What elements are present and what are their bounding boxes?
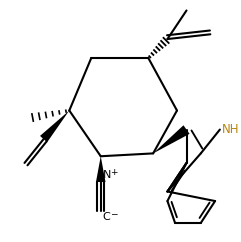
Text: NH: NH bbox=[222, 123, 239, 136]
Polygon shape bbox=[40, 111, 69, 142]
Polygon shape bbox=[96, 156, 106, 182]
Text: C: C bbox=[103, 212, 110, 222]
Text: +: + bbox=[110, 168, 118, 177]
Text: N: N bbox=[103, 170, 111, 180]
Text: −: − bbox=[110, 210, 118, 219]
Polygon shape bbox=[153, 125, 190, 153]
